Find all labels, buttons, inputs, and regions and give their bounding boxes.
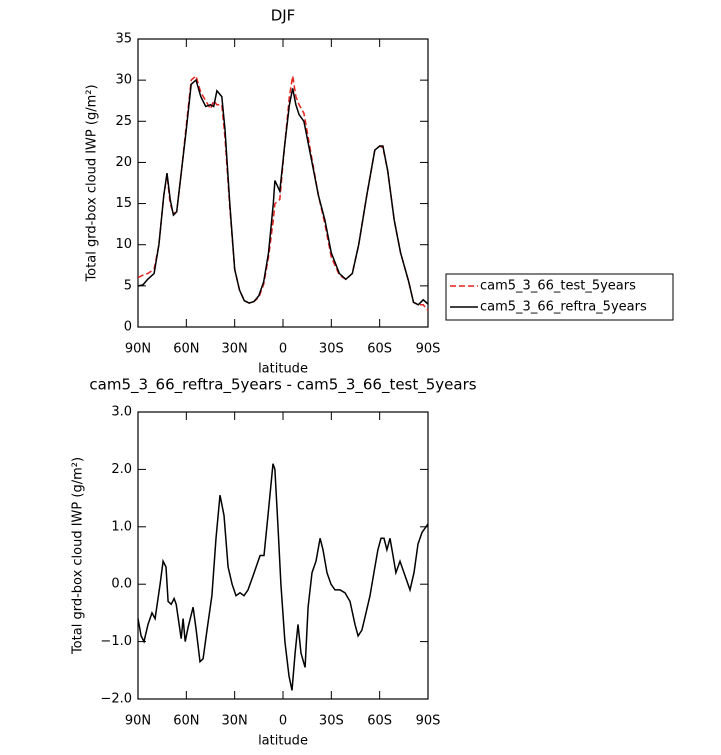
x-axis-label: latitude [258,734,308,749]
x-tick-label: 60N [173,714,199,729]
x-tick-label: 30N [222,714,248,729]
y-axis-label: Total grd-box cloud IWP (g/m²) [85,84,100,282]
legend-box [445,273,674,321]
y-tick-label: 2.0 [111,462,132,477]
x-tick-label: 30S [319,342,344,357]
y-tick-label: 5 [124,278,132,293]
x-tick-label: 90N [125,714,151,729]
x-tick-label: 30S [319,714,344,729]
plot-frame [137,38,429,328]
x-tick-label: 90S [416,342,441,357]
x-tick-label: 90S [416,714,441,729]
plot-frame [137,411,429,700]
y-tick-label: 3.0 [111,405,132,420]
x-tick-label: 0 [279,714,287,729]
legend-label: cam5_3_66_reftra_5years [480,300,647,315]
x-axis-label: latitude [258,362,308,377]
data-line [137,74,429,311]
x-tick-label: 60S [367,342,392,357]
x-tick-label: 90N [125,342,151,357]
y-tick-label: 0.0 [111,577,132,592]
y-tick-label: 0 [124,320,132,335]
x-tick-label: 30N [222,342,248,357]
y-tick-label: 35 [115,32,132,47]
chart-title: DJF [271,7,296,25]
x-tick-label: 60S [367,714,392,729]
data-line [137,78,429,306]
y-tick-label: −2.0 [100,692,132,707]
x-tick-label: 60N [173,342,199,357]
y-tick-label: 10 [115,237,132,252]
x-tick-label: 0 [279,342,287,357]
y-tick-label: −1.0 [100,634,132,649]
y-tick-label: 1.0 [111,519,132,534]
legend-label: cam5_3_66_test_5years [480,279,636,294]
y-tick-label: 30 [115,73,132,88]
y-tick-label: 25 [115,114,132,129]
y-axis-label: Total grd-box cloud IWP (g/m²) [71,457,86,655]
data-line [137,463,429,691]
chart-title: cam5_3_66_reftra_5years - cam5_3_66_test… [89,376,476,395]
y-tick-label: 20 [115,155,132,170]
y-tick-label: 15 [115,196,132,211]
